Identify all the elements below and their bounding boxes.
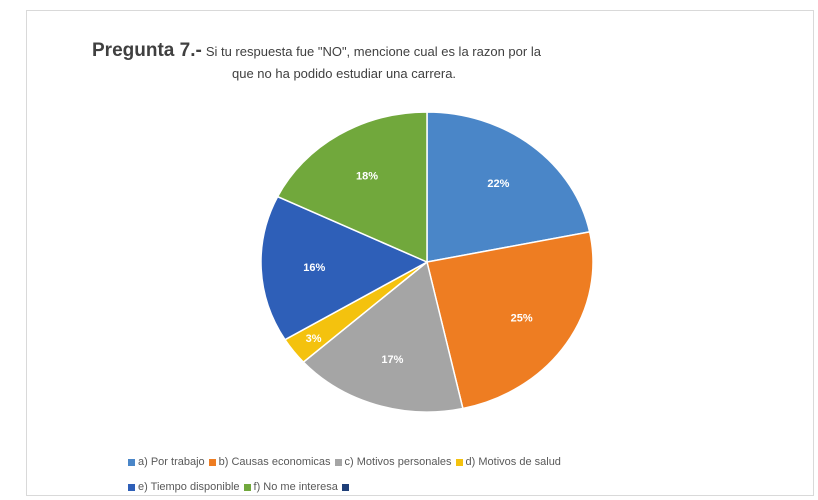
legend-swatch xyxy=(455,458,463,466)
legend-swatch xyxy=(334,458,342,466)
legend-swatch xyxy=(341,483,349,491)
legend-row-2: e) Tiempo disponible f) No me interesa xyxy=(128,481,356,493)
chart-title: Pregunta 7.- Si tu respuesta fue "NO", me… xyxy=(0,40,818,62)
chart-title-bold: Pregunta 7.- xyxy=(92,40,202,61)
pie-data-label-6: 18% xyxy=(356,171,378,183)
legend-item-5: e) Tiempo disponible xyxy=(128,481,240,493)
legend-swatch xyxy=(243,483,251,491)
pie-slice-5 xyxy=(260,195,429,341)
pie-slice-6 xyxy=(276,111,428,264)
legend-row-1: a) Por trabajo b) Causas economicas c) Mot… xyxy=(128,456,565,468)
pie-data-label-1: 22% xyxy=(487,178,509,190)
legend-item-1: a) Por trabajo xyxy=(128,456,205,468)
legend-label: a) Por trabajo xyxy=(138,456,205,468)
legend-label: c) Motivos personales xyxy=(344,456,452,468)
pie-data-label-2: 25% xyxy=(511,313,533,325)
legend-label: b) Causas economicas xyxy=(218,456,331,468)
pie-data-label-3: 17% xyxy=(381,354,403,366)
legend-item-6: f) No me interesa xyxy=(243,481,338,493)
legend-item-2: b) Causas economicas xyxy=(208,456,331,468)
pie-data-label-4: 3% xyxy=(306,333,322,345)
pie-slice-2 xyxy=(426,231,594,410)
legend-item-3: c) Motivos personales xyxy=(334,456,452,468)
legend-swatch xyxy=(208,458,216,466)
legend-swatch xyxy=(128,483,135,491)
legend-item-extra xyxy=(341,481,352,493)
pie-slice-3 xyxy=(302,260,464,413)
chart-title-text: Si tu respuesta fue "NO", mencione cual … xyxy=(205,44,541,59)
legend-label: e) Tiempo disponible xyxy=(138,481,240,493)
pie-data-label-5: 16% xyxy=(303,262,325,274)
legend-label: d) Motivos de salud xyxy=(465,456,561,468)
legend-label: f) No me interesa xyxy=(253,481,338,493)
chart-title-line2: que no ha podido estudiar una carrera. xyxy=(232,66,457,81)
legend-swatch xyxy=(128,458,135,466)
legend-item-4: d) Motivos de salud xyxy=(455,456,561,468)
pie-slice-1 xyxy=(426,111,591,263)
